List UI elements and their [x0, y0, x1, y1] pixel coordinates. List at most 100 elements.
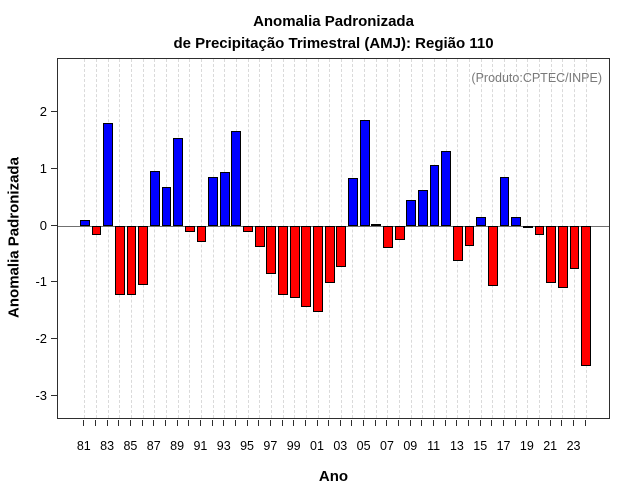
bar-2011 [429, 164, 440, 226]
bar-1994 [231, 130, 242, 226]
x-axis-tick [433, 420, 435, 426]
x-axis-tick [246, 420, 248, 426]
bar-2019 [522, 226, 533, 229]
x-tick-label-87: 87 [146, 439, 161, 453]
x-axis-tick [211, 420, 213, 426]
x-axis-tick [409, 420, 411, 426]
x-tick-label-15: 15 [473, 439, 488, 453]
gridline [539, 59, 541, 418]
gridline [154, 59, 156, 418]
x-axis-tick [584, 420, 586, 426]
gridline [527, 59, 529, 418]
bar-2007 [383, 226, 393, 248]
x-axis-tick [129, 420, 131, 426]
y-tick-label--2: -2 [35, 330, 47, 346]
y-tick-label--1: -1 [35, 274, 47, 290]
gridline [515, 59, 517, 418]
gridline [189, 59, 191, 418]
x-axis-tick [561, 420, 563, 426]
x-tick-label-07: 07 [380, 439, 394, 453]
bar-2018 [511, 216, 522, 226]
bar-1984 [114, 226, 125, 296]
gridline [235, 59, 237, 418]
gridline [375, 59, 377, 418]
y-axis-tick [51, 224, 57, 226]
source-annotation: (Produto:CPTEC/INPE) [471, 71, 602, 85]
x-axis-tick [106, 420, 108, 426]
x-axis-title: Ano [318, 468, 349, 485]
x-tick-label-93: 93 [216, 439, 231, 453]
chart-title-line2: de Precipitação Trimestral (AMJ): Região… [173, 35, 494, 52]
bar-2017 [499, 177, 510, 226]
gridline [434, 59, 436, 418]
bar-2020 [534, 226, 545, 236]
x-axis-tick [573, 420, 575, 426]
bar-2014 [464, 226, 475, 246]
bar-2003 [336, 226, 347, 268]
x-axis-tick [176, 420, 178, 426]
x-tick-label-99: 99 [286, 439, 301, 453]
x-axis-tick [141, 420, 143, 426]
x-axis-tick [164, 420, 166, 426]
x-tick-label-97: 97 [263, 439, 278, 453]
gridline [95, 59, 97, 418]
bar-1985 [126, 226, 137, 296]
y-axis-tick [51, 337, 57, 339]
gridline [212, 59, 214, 418]
x-tick-label-85: 85 [123, 439, 138, 453]
bar-1982 [91, 226, 102, 236]
bar-1997 [266, 226, 277, 275]
x-axis-tick [503, 420, 505, 426]
plot-area: (Produto:CPTEC/INPE) [57, 58, 610, 419]
bar-1988 [161, 187, 172, 226]
bar-2013 [453, 226, 463, 262]
x-tick-label-19: 19 [519, 439, 534, 453]
bar-2009 [406, 200, 417, 226]
bar-1986 [138, 226, 148, 285]
bar-1990 [184, 226, 195, 232]
bar-1993 [219, 172, 230, 226]
x-axis-tick [118, 420, 120, 426]
x-axis-tick [526, 420, 528, 426]
bar-1992 [208, 177, 218, 226]
x-axis-tick [538, 420, 540, 426]
x-axis-tick [468, 420, 470, 426]
gridline [410, 59, 412, 418]
bar-2015 [476, 217, 487, 226]
gridline [352, 59, 354, 418]
x-tick-label-91: 91 [193, 439, 208, 453]
gridline [364, 59, 366, 418]
bar-2000 [301, 226, 312, 308]
bar-2001 [313, 226, 323, 313]
bar-2006 [371, 223, 382, 226]
bar-2023 [569, 226, 580, 269]
gridline [177, 59, 179, 418]
x-axis-tick [514, 420, 516, 426]
x-axis-tick [316, 420, 318, 426]
x-axis-tick [258, 420, 260, 426]
bar-1989 [173, 138, 183, 226]
y-axis-tick [51, 281, 57, 283]
x-axis-tick [234, 420, 236, 426]
bar-2008 [394, 226, 405, 241]
x-axis-tick [351, 420, 353, 426]
x-tick-label-13: 13 [449, 439, 464, 453]
gridline [504, 59, 506, 418]
y-axis-tick [51, 167, 57, 169]
y-tick-label-0: 0 [39, 217, 47, 233]
bar-2004 [348, 178, 358, 226]
x-axis-tick [479, 420, 481, 426]
x-tick-label-17: 17 [496, 439, 511, 453]
x-axis-tick [421, 420, 423, 426]
x-axis-tick [491, 420, 493, 426]
y-tick-label-2: 2 [39, 104, 47, 120]
x-axis-tick [199, 420, 201, 426]
gridline [422, 59, 424, 418]
x-axis-tick [444, 420, 446, 426]
bar-2002 [324, 226, 335, 283]
x-tick-label-95: 95 [240, 439, 254, 453]
bar-2021 [546, 226, 557, 283]
x-axis-tick [188, 420, 190, 426]
x-axis-tick [549, 420, 551, 426]
